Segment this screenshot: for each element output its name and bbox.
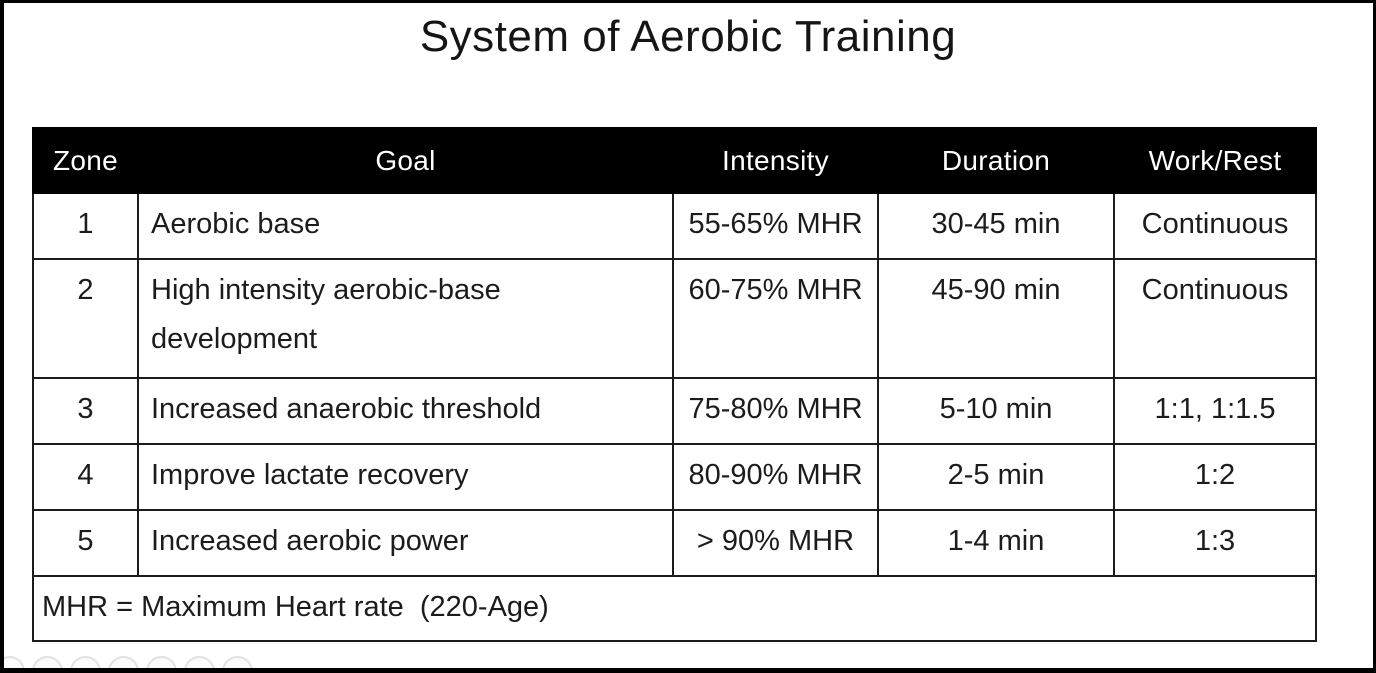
goal-cell: Increased anaerobic threshold <box>137 377 674 445</box>
zone-cell: 1 <box>32 192 139 260</box>
header-row: Zone Goal Intensity Duration Work/Rest <box>32 127 1317 194</box>
workrest-cell: 1:2 <box>1113 443 1317 511</box>
table-row: 3 Increased anaerobic threshold 75-80% MHR… <box>32 377 1317 445</box>
column-header-workrest: Work/Rest <box>1113 127 1317 194</box>
footnote-row: MHR = Maximum Heart rate (220-Age) <box>32 575 1317 642</box>
cropped-circle-button[interactable] <box>146 656 177 673</box>
table-footer: MHR = Maximum Heart rate (220-Age) <box>32 575 1317 642</box>
cropped-circle-button[interactable] <box>32 656 63 673</box>
duration-cell: 5-10 min <box>877 377 1115 445</box>
duration-cell: 2-5 min <box>877 443 1115 511</box>
column-header-zone: Zone <box>32 127 139 194</box>
intensity-cell: 55-65% MHR <box>672 192 879 260</box>
table-row: 2 High intensity aerobic-base development… <box>32 258 1317 379</box>
duration-cell: 45-90 min <box>877 258 1115 379</box>
table-header: Zone Goal Intensity Duration Work/Rest <box>32 127 1317 194</box>
cropped-circle-button[interactable] <box>0 656 25 673</box>
column-header-goal: Goal <box>137 127 674 194</box>
cropped-circle-button[interactable] <box>222 656 253 673</box>
goal-cell: Increased aerobic power <box>137 509 674 577</box>
cropped-circle-button[interactable] <box>108 656 139 673</box>
duration-cell: 30-45 min <box>877 192 1115 260</box>
table-row: 1 Aerobic base 55-65% MHR 30-45 min Continuo… <box>32 192 1317 260</box>
goal-cell: Improve lactate recovery <box>137 443 674 511</box>
workrest-cell: 1:1, 1:1.5 <box>1113 377 1317 445</box>
workrest-cell: 1:3 <box>1113 509 1317 577</box>
table-body: 1 Aerobic base 55-65% MHR 30-45 min Continuo… <box>32 192 1317 577</box>
workrest-cell: Continuous <box>1113 192 1317 260</box>
zone-cell: 5 <box>32 509 139 577</box>
cropped-circle-button[interactable] <box>184 656 215 673</box>
zone-cell: 4 <box>32 443 139 511</box>
workrest-cell: Continuous <box>1113 258 1317 379</box>
goal-cell: Aerobic base <box>137 192 674 260</box>
page-title: System of Aerobic Training <box>419 12 957 61</box>
intensity-cell: 60-75% MHR <box>672 258 879 379</box>
column-header-intensity: Intensity <box>672 127 879 194</box>
goal-cell: High intensity aerobic-base development <box>137 258 674 379</box>
cropped-bottom-toolbar <box>0 656 253 673</box>
zone-cell: 3 <box>32 377 139 445</box>
table-row: 4 Improve lactate recovery 80-90% MHR 2-5 m… <box>32 443 1317 511</box>
table-row: 5 Increased aerobic power > 90% MHR 1-4 min… <box>32 509 1317 577</box>
footnote-cell: MHR = Maximum Heart rate (220-Age) <box>32 575 1317 642</box>
intensity-cell: > 90% MHR <box>672 509 879 577</box>
cropped-circle-button[interactable] <box>70 656 101 673</box>
aerobic-training-table: Zone Goal Intensity Duration Work/Rest 1… <box>32 127 1317 642</box>
intensity-cell: 80-90% MHR <box>672 443 879 511</box>
column-header-duration: Duration <box>877 127 1115 194</box>
duration-cell: 1-4 min <box>877 509 1115 577</box>
zone-cell: 2 <box>32 258 139 379</box>
intensity-cell: 75-80% MHR <box>672 377 879 445</box>
